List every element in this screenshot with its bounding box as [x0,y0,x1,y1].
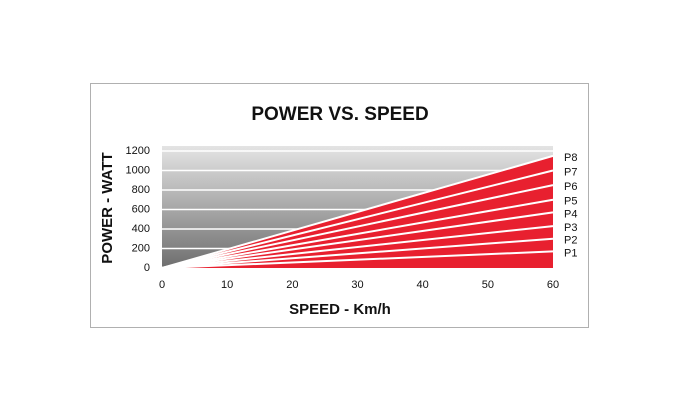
series-label: P4 [564,208,577,220]
x-tick-label: 40 [417,279,429,291]
y-tick-label: 200 [132,242,150,254]
series-label: P1 [564,247,577,259]
line [161,211,554,269]
series-label: P7 [564,166,577,178]
x-tick-label: 30 [351,279,363,291]
y-tick-label: 0 [144,262,150,274]
y-tick-label: 1200 [126,145,150,157]
x-tick-label: 50 [482,279,494,291]
line [161,169,554,269]
series-label: P6 [564,181,577,193]
line [161,237,554,269]
line [161,154,554,269]
series-label: P2 [564,235,577,247]
line [161,250,554,269]
y-tick-label: 1000 [126,164,150,176]
y-tick-label: 800 [132,184,150,196]
x-tick-label: 0 [159,279,165,291]
line [161,184,554,269]
series-label: P5 [564,196,577,208]
y-tick-label: 600 [132,203,150,215]
x-tick-label: 60 [547,279,559,291]
line [161,225,554,269]
series-label: P3 [564,222,577,234]
y-tick-label: 400 [132,223,150,235]
y-axis-label: POWER - WATT [99,152,116,263]
x-tick-label: 10 [221,279,233,291]
chart-title: POWER VS. SPEED [251,104,428,125]
x-axis-label: SPEED - Km/h [289,301,391,318]
x-tick-label: 20 [286,279,298,291]
series-label: P8 [564,152,577,164]
line [161,198,554,269]
